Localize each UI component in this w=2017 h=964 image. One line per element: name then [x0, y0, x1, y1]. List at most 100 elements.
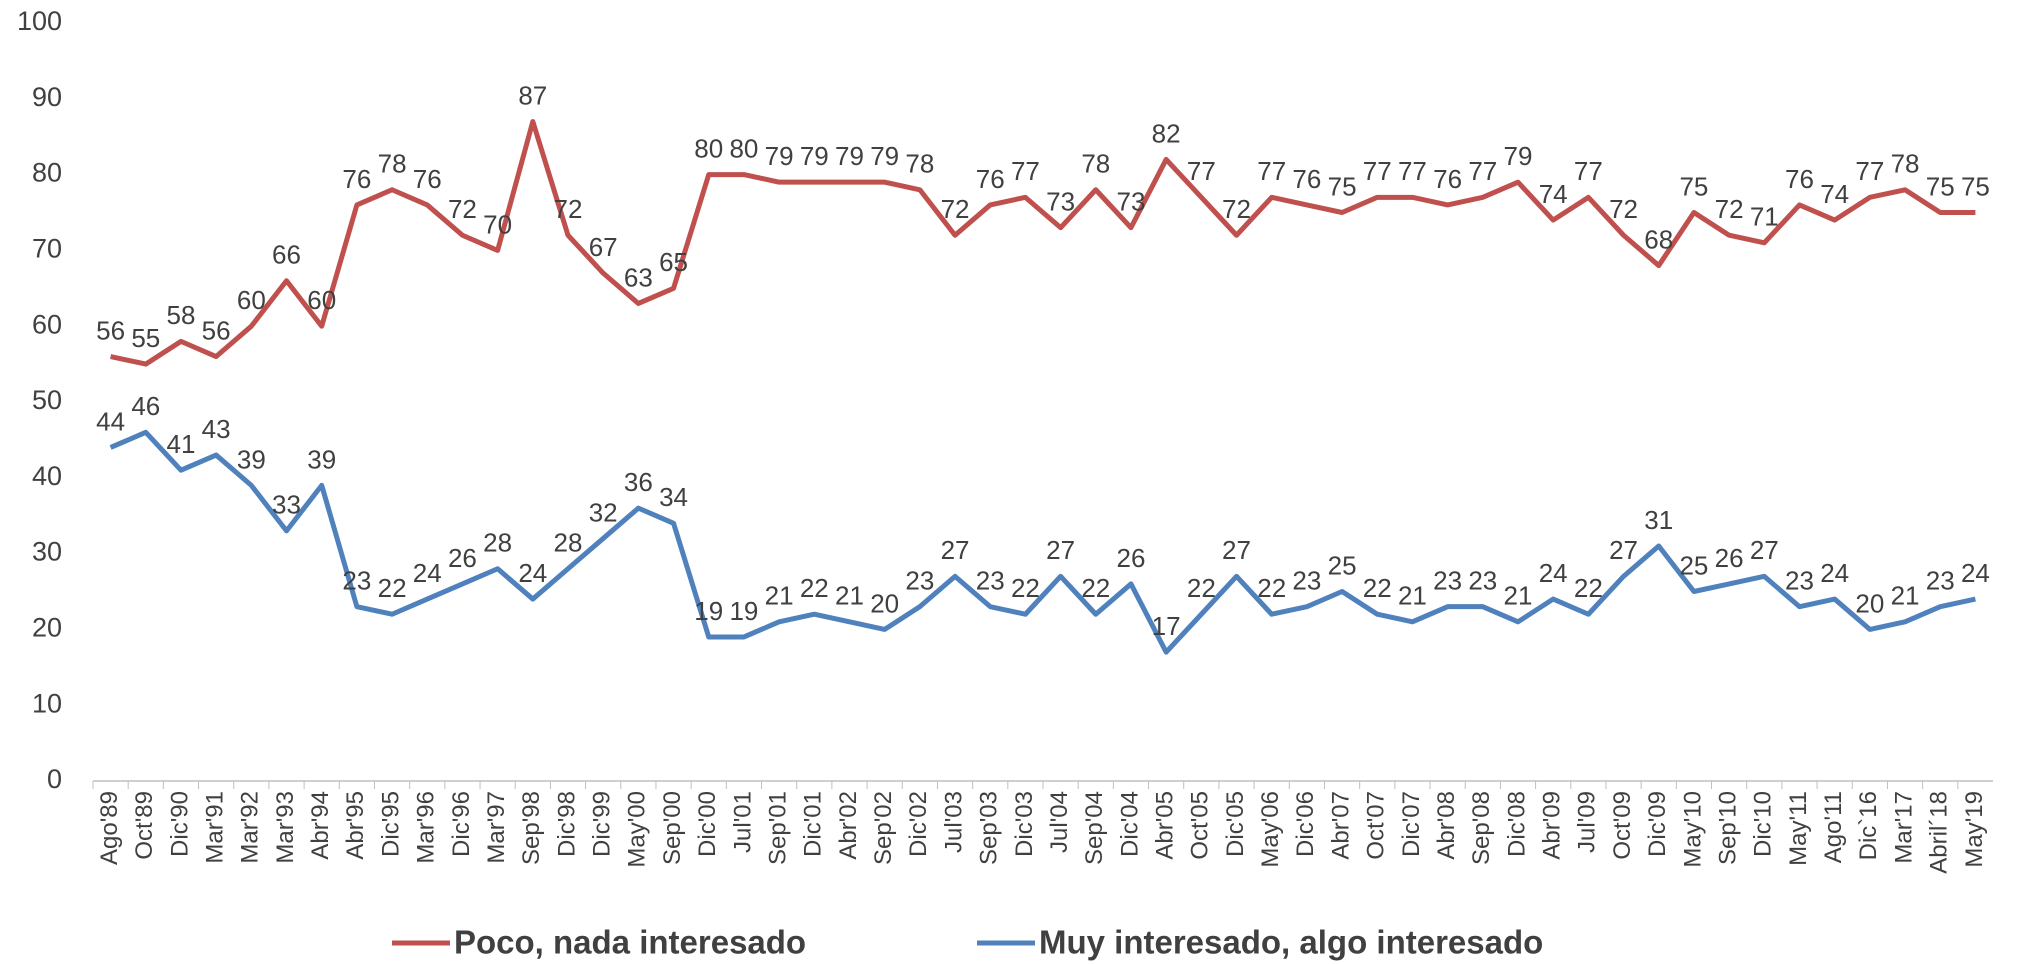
x-tick-label: Dic'96	[448, 791, 475, 857]
data-label: 44	[96, 406, 125, 436]
x-tick-label: Sep'10	[1714, 791, 1741, 865]
x-tick-label: Oct'09	[1609, 791, 1636, 860]
data-label: 21	[1891, 581, 1920, 611]
data-label: 32	[589, 497, 618, 527]
data-label: 79	[800, 141, 829, 171]
data-label: 76	[342, 164, 371, 194]
y-tick-label: 40	[32, 461, 62, 491]
data-label: 73	[1117, 187, 1146, 217]
data-label: 77	[1398, 156, 1427, 186]
data-label: 41	[167, 429, 196, 459]
data-label: 31	[1644, 505, 1673, 535]
x-tick-label: Sep'01	[764, 791, 791, 865]
x-tick-label: May'19	[1961, 791, 1988, 868]
data-label: 23	[976, 566, 1005, 596]
x-tick-label: Mar'96	[413, 791, 440, 864]
series-line	[109, 429, 1976, 655]
x-tick-label: Dic'99	[589, 791, 616, 857]
x-tick-label: Abr'05	[1151, 791, 1178, 860]
x-tick-label: Dic'90	[166, 791, 193, 857]
data-label: 22	[1081, 573, 1110, 603]
data-label: 24	[413, 558, 442, 588]
data-label: 77	[1363, 156, 1392, 186]
data-label: 21	[765, 581, 794, 611]
data-label: 87	[518, 80, 547, 110]
data-label: 22	[378, 573, 407, 603]
data-label: 22	[1574, 573, 1603, 603]
x-tick-label: Abr'02	[835, 791, 862, 860]
data-label: 23	[905, 566, 934, 596]
data-label: 20	[1855, 588, 1884, 618]
data-label: 78	[1081, 149, 1110, 179]
data-label: 28	[554, 528, 583, 558]
data-label: 22	[1363, 573, 1392, 603]
data-label: 77	[1468, 156, 1497, 186]
data-label: 23	[1785, 566, 1814, 596]
y-tick-label: 20	[32, 613, 62, 643]
data-label: 17	[1152, 611, 1181, 641]
y-tick-label: 70	[32, 234, 62, 264]
x-tick-label: Dic'03	[1011, 791, 1038, 857]
data-label: 39	[237, 444, 266, 474]
data-label: 23	[1926, 566, 1955, 596]
data-label: 60	[307, 285, 336, 315]
data-label: 24	[1961, 558, 1990, 588]
data-label: 72	[448, 194, 477, 224]
data-label: 78	[1891, 149, 1920, 179]
data-label: 56	[202, 315, 231, 345]
x-tick-label: Sep'04	[1081, 791, 1108, 865]
y-tick-label: 30	[32, 537, 62, 567]
data-label: 68	[1644, 224, 1673, 254]
data-label: 23	[1433, 566, 1462, 596]
data-label: 74	[1820, 179, 1849, 209]
data-label: 79	[870, 141, 899, 171]
data-label: 77	[1187, 156, 1216, 186]
data-label: 79	[1504, 141, 1533, 171]
x-tick-label: Oct'89	[131, 791, 158, 860]
data-label: 70	[483, 209, 512, 239]
data-label: 21	[1504, 581, 1533, 611]
data-label: 60	[237, 285, 266, 315]
data-label: 22	[800, 573, 829, 603]
data-label: 78	[905, 149, 934, 179]
data-label: 77	[1574, 156, 1603, 186]
data-label: 43	[202, 414, 231, 444]
x-tick-label: May'11	[1785, 791, 1812, 866]
data-label: 76	[413, 164, 442, 194]
x-tick-label: Mar'93	[272, 791, 299, 864]
data-label: 79	[835, 141, 864, 171]
x-tick-label: Dic'01	[800, 791, 827, 857]
data-label: 76	[1292, 164, 1321, 194]
y-tick-label: 60	[32, 309, 62, 339]
data-label: 25	[1679, 550, 1708, 580]
x-tick-label: Dic'00	[694, 791, 721, 857]
data-label: 82	[1152, 118, 1181, 148]
y-tick-label: 80	[32, 158, 62, 188]
data-label: 27	[1222, 535, 1251, 565]
data-label: 72	[941, 194, 970, 224]
y-tick-label: 90	[32, 82, 62, 112]
x-tick-label: Mar'97	[483, 791, 510, 864]
x-tick-label: Jul'09	[1574, 791, 1601, 853]
data-label: 26	[1117, 543, 1146, 573]
data-label: 19	[694, 596, 723, 626]
legend-label: Muy interesado, algo interesado	[1039, 924, 1543, 961]
x-tick-label: Abr'08	[1433, 791, 1460, 860]
x-tick-label: Jul'01	[729, 791, 756, 853]
data-label: 24	[1820, 558, 1849, 588]
x-tick-label: Dic'02	[905, 791, 932, 857]
x-tick-label: Ago'89	[96, 791, 123, 865]
data-label: 19	[729, 596, 758, 626]
y-tick-label: 0	[47, 764, 62, 794]
x-tick-label: Sep'00	[659, 791, 686, 865]
data-label: 20	[870, 588, 899, 618]
data-label: 22	[1257, 573, 1286, 603]
data-label: 77	[1257, 156, 1286, 186]
x-tick-label: Sep'08	[1468, 791, 1495, 865]
data-label: 34	[659, 482, 688, 512]
data-label: 22	[1187, 573, 1216, 603]
data-label: 33	[272, 490, 301, 520]
x-tick-label: Abr'95	[342, 791, 369, 860]
data-label: 76	[1433, 164, 1462, 194]
x-tick-label: Ago'11	[1820, 791, 1847, 863]
